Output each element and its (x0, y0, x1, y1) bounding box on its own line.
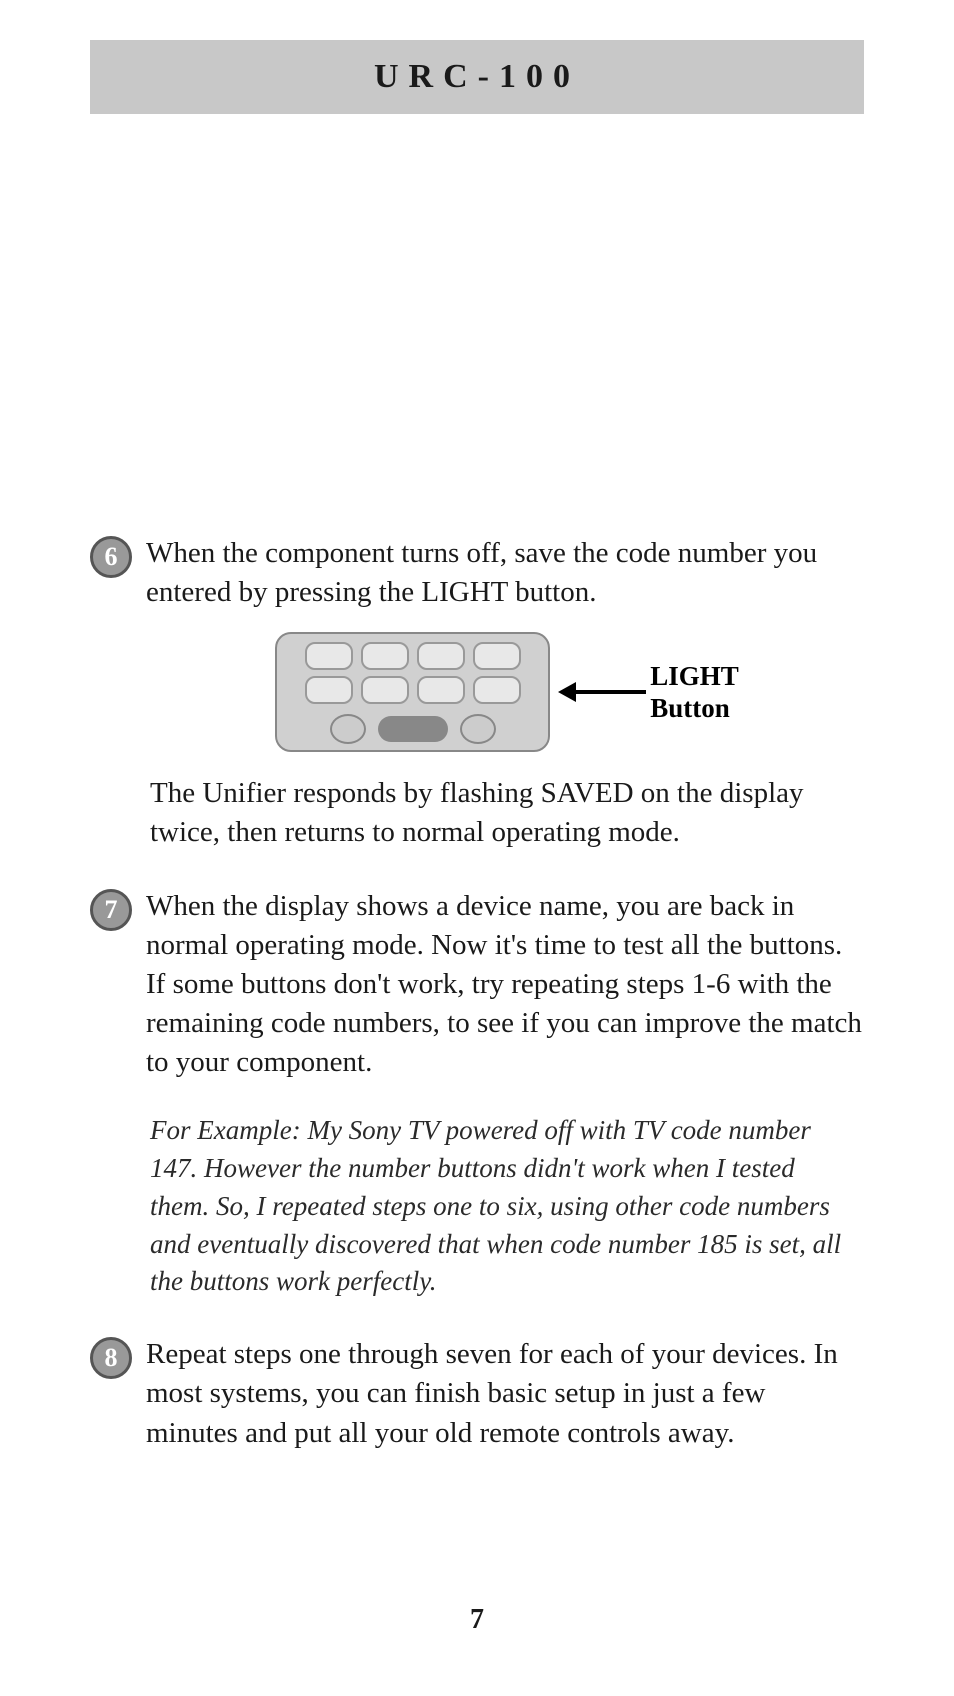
remote-btn (473, 676, 521, 704)
remote-control-image (275, 632, 550, 752)
arrow-line (576, 690, 646, 694)
remote-button-row-1 (305, 642, 521, 670)
callout-line2: Button (650, 692, 739, 724)
remote-circle-right (460, 714, 496, 744)
step-6-text: When the component turns off, save the c… (146, 534, 864, 612)
remote-btn (305, 676, 353, 704)
header-bar: URC-100 (90, 40, 864, 114)
page-number: 7 (0, 1604, 954, 1636)
callout-label: LIGHT Button (650, 660, 739, 725)
step-6-row: 6 When the component turns off, save the… (90, 534, 864, 612)
example-paragraph: For Example: My Sony TV powered off with… (150, 1112, 844, 1301)
step-number-8: 8 (105, 1343, 118, 1373)
remote-btn (361, 676, 409, 704)
callout-line1: LIGHT (650, 660, 739, 692)
step-number-6: 6 (105, 542, 118, 572)
step-7-text: When the display shows a device name, yo… (146, 887, 864, 1083)
remote-oval (378, 716, 448, 742)
remote-button-row-2 (305, 676, 521, 704)
remote-btn (417, 642, 465, 670)
step-7-row: 7 When the display shows a device name, … (90, 887, 864, 1083)
step-6-followup: The Unifier responds by flashing SAVED o… (150, 774, 864, 852)
arrow-pointer (558, 682, 646, 702)
image-callout-row: LIGHT Button (90, 632, 864, 752)
remote-btn (361, 642, 409, 670)
step-8-text: Repeat steps one through seven for each … (146, 1335, 864, 1452)
remote-bottom-row (330, 714, 496, 744)
step-circle-7: 7 (90, 889, 132, 931)
step-circle-6: 6 (90, 536, 132, 578)
step-circle-8: 8 (90, 1337, 132, 1379)
step-8-row: 8 Repeat steps one through seven for eac… (90, 1335, 864, 1452)
arrow-head-icon (558, 682, 576, 702)
page-container: URC-100 6 When the component turns off, … (0, 0, 954, 1696)
remote-circle-left (330, 714, 366, 744)
remote-btn (473, 642, 521, 670)
remote-btn (417, 676, 465, 704)
step-number-7: 7 (105, 895, 118, 925)
header-title: URC-100 (90, 58, 864, 96)
remote-btn (305, 642, 353, 670)
